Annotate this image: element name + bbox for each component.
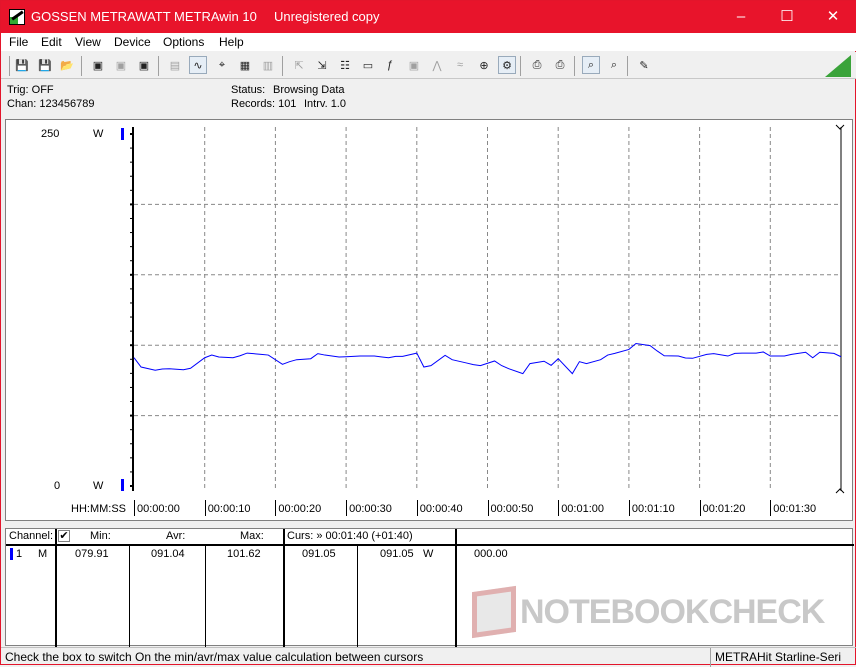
x-tick (488, 500, 489, 516)
cursor-diff-value: 000.00 (474, 548, 508, 560)
device-name: METRAHit Starline-Seri (715, 650, 841, 664)
x-tick-label: 00:01:20 (703, 503, 746, 515)
header-channel: Channel: (9, 530, 53, 542)
x-tick-label: 00:00:20 (278, 503, 321, 515)
header-cursor: Curs: » 00:01:40 (+01:40) (287, 530, 413, 542)
status-bar: Check the box to switch On the min/avr/m… (1, 647, 856, 666)
x-tick-label: 00:00:00 (137, 503, 180, 515)
cursor2-value: 091.05 (380, 548, 414, 560)
x-tick-label: 00:01:10 (632, 503, 675, 515)
x-tick (134, 500, 135, 516)
header-max: Max: (240, 530, 264, 542)
x-tick (346, 500, 347, 516)
status-hint: Check the box to switch On the min/avr/m… (5, 650, 423, 664)
channel-mode: M (38, 548, 47, 560)
header-avr: Avr: (166, 530, 185, 542)
channel-table: Channel: ✔ Min: Avr: Max: Curs: » 00:01:… (5, 528, 853, 646)
x-tick (205, 500, 206, 516)
x-tick (770, 500, 771, 516)
x-tick (558, 500, 559, 516)
x-tick (417, 500, 418, 516)
x-tick (629, 500, 630, 516)
header-min: Min: (90, 530, 111, 542)
x-tick (700, 500, 701, 516)
x-tick-label: 00:01:00 (561, 503, 604, 515)
x-tick (275, 500, 276, 516)
cursor1-value: 091.05 (302, 548, 336, 560)
max-value: 101.62 (227, 548, 261, 560)
min-value: 079.91 (75, 548, 109, 560)
x-tick-label: 00:00:10 (208, 503, 251, 515)
avr-value: 091.04 (151, 548, 185, 560)
x-tick-label: 00:00:30 (349, 503, 392, 515)
x-tick-label: 00:00:50 (491, 503, 534, 515)
x-tick-label: 00:00:40 (420, 503, 463, 515)
min-max-checkbox[interactable]: ✔ (58, 530, 70, 542)
channel-color-marker (10, 548, 13, 560)
plot-area[interactable] (1, 1, 856, 531)
x-tick-label: 00:01:30 (773, 503, 816, 515)
channel-number: 1 (16, 548, 22, 560)
x-axis-label: HH:MM:SS (71, 503, 126, 515)
watermark-logo: NOTEBOOKCHECK (472, 589, 852, 639)
cursor-unit: W (423, 548, 433, 560)
